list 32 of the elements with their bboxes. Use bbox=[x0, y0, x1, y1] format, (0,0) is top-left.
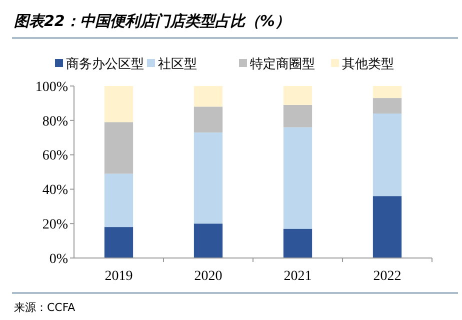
bar bbox=[104, 86, 134, 122]
y-tick-label: 0% bbox=[49, 252, 68, 267]
bar bbox=[372, 196, 402, 258]
bar bbox=[283, 127, 312, 229]
chart-title: 图表22：中国便利店门店类型占比（%） bbox=[14, 12, 290, 30]
legend-label: 特定商圈型 bbox=[250, 57, 315, 72]
y-tick-label: 40% bbox=[42, 183, 68, 198]
bar bbox=[372, 86, 402, 98]
y-tick-label: 100% bbox=[35, 80, 68, 95]
legend-label: 社区型 bbox=[158, 57, 197, 72]
bar bbox=[283, 104, 312, 128]
bar bbox=[283, 86, 312, 105]
y-tick-label: 80% bbox=[42, 114, 68, 130]
x-tick-label: 2021 bbox=[284, 269, 312, 284]
bar bbox=[194, 224, 223, 258]
x-tick-label: 2019 bbox=[104, 269, 133, 284]
bar bbox=[194, 132, 223, 224]
bar bbox=[372, 98, 402, 114]
x-tick-label: 2022 bbox=[373, 269, 402, 284]
bar bbox=[283, 228, 312, 258]
bar bbox=[104, 227, 134, 258]
bar bbox=[104, 174, 134, 228]
source-note: 来源：CCFA bbox=[14, 301, 76, 314]
x-tick-label: 2020 bbox=[194, 269, 222, 284]
bar bbox=[372, 114, 402, 196]
bar bbox=[194, 86, 223, 107]
legend-label: 其他类型 bbox=[342, 57, 394, 72]
y-tick-label: 20% bbox=[42, 218, 68, 232]
bar bbox=[104, 122, 134, 174]
legend-label: 商务办公区型 bbox=[66, 57, 144, 72]
y-tick-label: 60% bbox=[42, 148, 68, 164]
bar bbox=[194, 106, 223, 132]
